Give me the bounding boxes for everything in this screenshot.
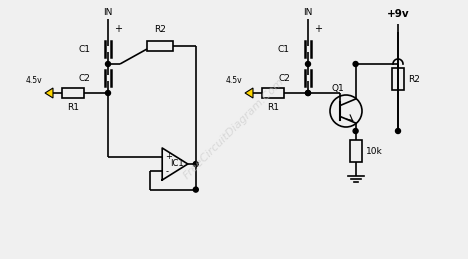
Text: +9v: +9v xyxy=(387,9,410,19)
Text: C2: C2 xyxy=(78,74,90,83)
Bar xyxy=(350,140,362,162)
Text: IN: IN xyxy=(103,8,113,17)
Circle shape xyxy=(306,61,310,67)
Text: +: + xyxy=(114,24,122,34)
Text: IN: IN xyxy=(303,8,313,17)
Circle shape xyxy=(105,61,110,67)
Circle shape xyxy=(193,187,198,192)
Bar xyxy=(62,88,84,98)
Circle shape xyxy=(306,90,310,96)
Polygon shape xyxy=(45,88,53,98)
Text: +: + xyxy=(314,24,322,34)
Text: -: - xyxy=(165,168,168,176)
Text: FreeCircuitDiagram.Com: FreeCircuitDiagram.Com xyxy=(182,77,286,181)
Circle shape xyxy=(306,90,310,96)
Text: R2: R2 xyxy=(408,75,420,83)
Bar xyxy=(262,88,284,98)
Text: R1: R1 xyxy=(267,103,279,112)
Polygon shape xyxy=(245,88,253,98)
Text: R1: R1 xyxy=(67,103,79,112)
Text: C1: C1 xyxy=(78,45,90,54)
Bar xyxy=(392,68,404,90)
Circle shape xyxy=(353,128,358,133)
Circle shape xyxy=(395,128,401,133)
Circle shape xyxy=(193,162,198,167)
Circle shape xyxy=(105,90,110,96)
Bar xyxy=(147,41,173,51)
Text: C2: C2 xyxy=(278,74,290,83)
Text: 4.5v: 4.5v xyxy=(226,76,242,85)
Circle shape xyxy=(353,61,358,67)
Text: C1: C1 xyxy=(278,45,290,54)
Text: IC1: IC1 xyxy=(170,160,184,169)
Text: Q1: Q1 xyxy=(331,84,344,93)
Text: 10k: 10k xyxy=(366,147,382,155)
Text: 4.5v: 4.5v xyxy=(25,76,42,85)
Text: R2: R2 xyxy=(154,25,166,34)
Text: +: + xyxy=(165,152,172,161)
